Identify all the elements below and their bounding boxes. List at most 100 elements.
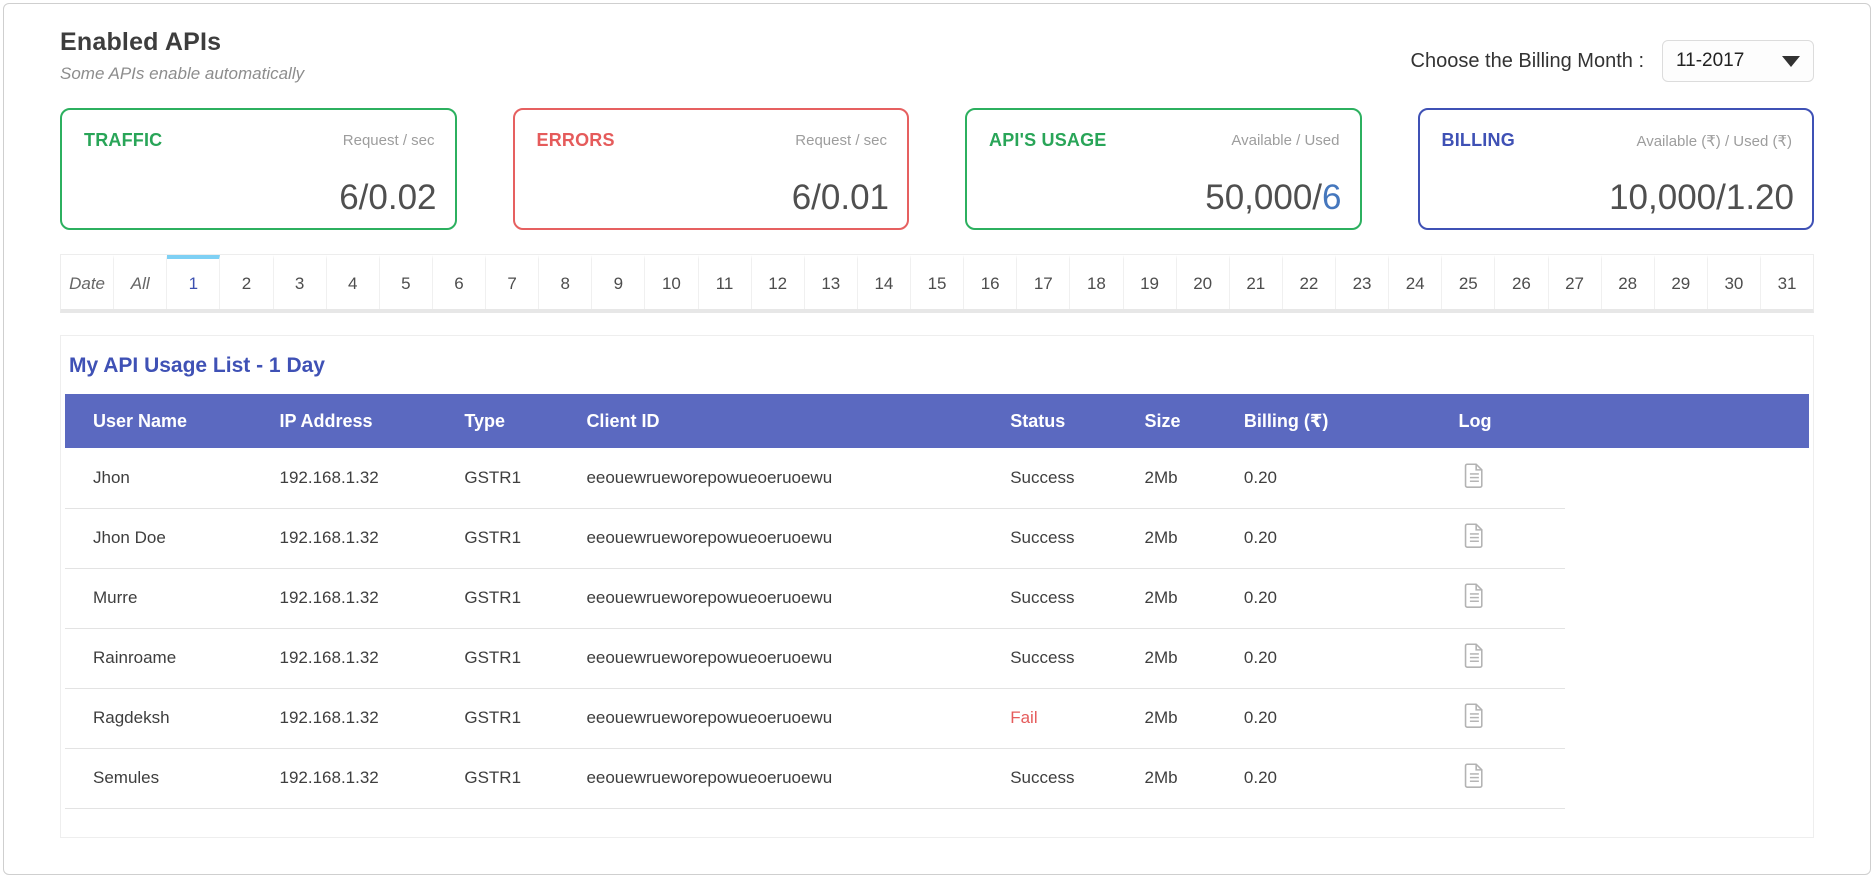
date-tab[interactable]: 22	[1283, 255, 1336, 309]
date-tab[interactable]: 18	[1070, 255, 1124, 309]
cell-client-id: eeouewrueworepowueoeruoewu	[586, 448, 1011, 509]
log-document-icon[interactable]	[1464, 763, 1485, 788]
page-title: Enabled APIs	[60, 28, 222, 56]
stat-card-unit: Available / Used	[1231, 132, 1340, 149]
date-tab[interactable]: 4	[327, 255, 380, 309]
column-header: Type	[464, 394, 587, 448]
cell-username: Ragdeksh	[65, 688, 280, 749]
column-header: Size	[1144, 394, 1244, 448]
cell-ip-address: 192.168.1.32	[279, 628, 465, 689]
date-tab[interactable]: 19	[1124, 255, 1177, 309]
cell-size: 2Mb	[1144, 568, 1244, 629]
cell-username: Murre	[65, 568, 280, 629]
table-row: Rainroame 192.168.1.32 GSTR1 eeouewruewo…	[65, 628, 1809, 689]
date-tab[interactable]: 14	[858, 255, 911, 309]
date-tab[interactable]: 21	[1230, 255, 1283, 309]
stat-card-unit: Request / sec	[342, 132, 435, 149]
date-tab[interactable]: 11	[699, 255, 752, 309]
chevron-down-icon	[1782, 55, 1800, 67]
billing-month-select[interactable]: 11-2017	[1662, 40, 1814, 82]
page-header: Enabled APIs Some APIs enable automatica…	[60, 28, 1814, 84]
log-document-icon[interactable]	[1464, 643, 1485, 668]
cell-log	[1385, 508, 1565, 569]
usage-list-title: My API Usage List - 1 Day	[69, 354, 325, 377]
cell-type: GSTR1	[464, 628, 587, 689]
cell-billing: 0.20	[1243, 568, 1386, 629]
stat-card-unit: Available (₹) / Used (₹)	[1636, 133, 1792, 150]
date-tab[interactable]: 29	[1655, 255, 1708, 309]
cell-size: 2Mb	[1144, 688, 1244, 749]
date-tab[interactable]: 16	[964, 255, 1018, 309]
cell-billing: 0.20	[1243, 508, 1386, 569]
cell-type: GSTR1	[464, 688, 587, 749]
date-tab[interactable]: 20	[1177, 255, 1230, 309]
table-row: Semules 192.168.1.32 GSTR1 eeouewruewore…	[65, 748, 1809, 809]
date-tab[interactable]: 6	[433, 255, 486, 309]
stat-card-unit: Request / sec	[795, 132, 887, 149]
stat-card-value: 6/0.01	[791, 178, 889, 217]
stat-card: API'S USAGE Available / Used 50,000/6	[965, 108, 1362, 230]
table-row: Murre 192.168.1.32 GSTR1 eeouewrueworepo…	[65, 568, 1809, 629]
stat-card-title: API'S USAGE	[989, 130, 1107, 150]
cell-size: 2Mb	[1144, 448, 1244, 509]
date-tab[interactable]: 25	[1442, 255, 1496, 309]
date-tab[interactable]: Date	[61, 255, 115, 309]
date-tab[interactable]: 27	[1549, 255, 1602, 309]
date-tab[interactable]: 26	[1495, 255, 1549, 309]
table-row: Jhon 192.168.1.32 GSTR1 eeouewrueworepow…	[65, 448, 1809, 509]
date-tab[interactable]: 2	[220, 255, 274, 309]
date-tab[interactable]: 7	[486, 255, 540, 309]
date-tab[interactable]: 24	[1389, 255, 1443, 309]
date-tab[interactable]: 9	[592, 255, 646, 309]
stat-card: ERRORS Request / sec 6/0.01	[512, 108, 909, 230]
date-tab[interactable]: 10	[645, 255, 699, 309]
cell-size: 2Mb	[1144, 508, 1244, 569]
date-tab[interactable]: 31	[1777, 274, 1797, 293]
cell-status: Fail	[1010, 688, 1145, 749]
page-subtitle: Some APIs enable automatically	[60, 64, 305, 83]
column-header: Client ID	[586, 394, 1011, 448]
stat-card-title: ERRORS	[536, 130, 615, 150]
cell-ip-address: 192.168.1.32	[279, 568, 465, 629]
table-row: Jhon Doe 192.168.1.32 GSTR1 eeouewruewor…	[65, 508, 1809, 569]
date-tab[interactable]: 28	[1602, 255, 1655, 309]
date-tab[interactable]: 13	[805, 255, 858, 309]
date-tab[interactable]: 1	[167, 255, 221, 309]
cell-size: 2Mb	[1144, 748, 1244, 809]
cell-ip-address: 192.168.1.32	[279, 748, 465, 809]
dashboard-card: Enabled APIs Some APIs enable automatica…	[3, 3, 1871, 875]
cell-client-id: eeouewrueworepowueoeruoewu	[586, 508, 1011, 569]
cell-client-id: eeouewrueworepowueoeruoewu	[586, 748, 1011, 809]
date-tab[interactable]: 17	[1017, 255, 1071, 309]
column-header: Billing (₹)	[1243, 394, 1386, 448]
date-tab[interactable]: 8	[539, 255, 593, 309]
cell-log	[1385, 628, 1565, 689]
date-tab[interactable]: All	[114, 255, 168, 309]
cell-status: Success	[1010, 508, 1145, 569]
log-document-icon[interactable]	[1464, 703, 1485, 728]
date-tab[interactable]: 30	[1708, 255, 1761, 309]
cell-log	[1385, 688, 1565, 749]
cell-type: GSTR1	[464, 568, 587, 629]
cell-ip-address: 192.168.1.32	[279, 508, 465, 569]
billing-month-label: Choose the Billing Month :	[1410, 49, 1644, 72]
cell-type: GSTR1	[464, 508, 587, 569]
stat-card-title: TRAFFIC	[84, 130, 163, 150]
log-document-icon[interactable]	[1464, 463, 1485, 488]
cell-client-id: eeouewrueworepowueoeruoewu	[586, 628, 1011, 689]
cell-status: Success	[1010, 568, 1145, 629]
log-document-icon[interactable]	[1464, 583, 1485, 608]
date-tab-strip: Date All 1 2 3 4 5 6 7 8 9 10 11 12 13 14 15 16 17 18 19 20 21…	[60, 254, 1814, 313]
date-tab[interactable]: 23	[1336, 255, 1390, 309]
date-tab[interactable]: 5	[380, 255, 433, 309]
cell-username: Jhon	[65, 448, 280, 509]
stat-card-title: BILLING	[1441, 130, 1515, 150]
cell-type: GSTR1	[464, 748, 587, 809]
stat-card: BILLING Available (₹) / Used (₹) 10,000/…	[1417, 108, 1814, 230]
cell-client-id: eeouewrueworepowueoeruoewu	[586, 688, 1011, 749]
date-tab[interactable]: 12	[752, 255, 805, 309]
date-tab[interactable]: 3	[274, 255, 327, 309]
cell-status: Success	[1010, 748, 1145, 809]
date-tab[interactable]: 15	[911, 255, 965, 309]
log-document-icon[interactable]	[1464, 523, 1485, 548]
